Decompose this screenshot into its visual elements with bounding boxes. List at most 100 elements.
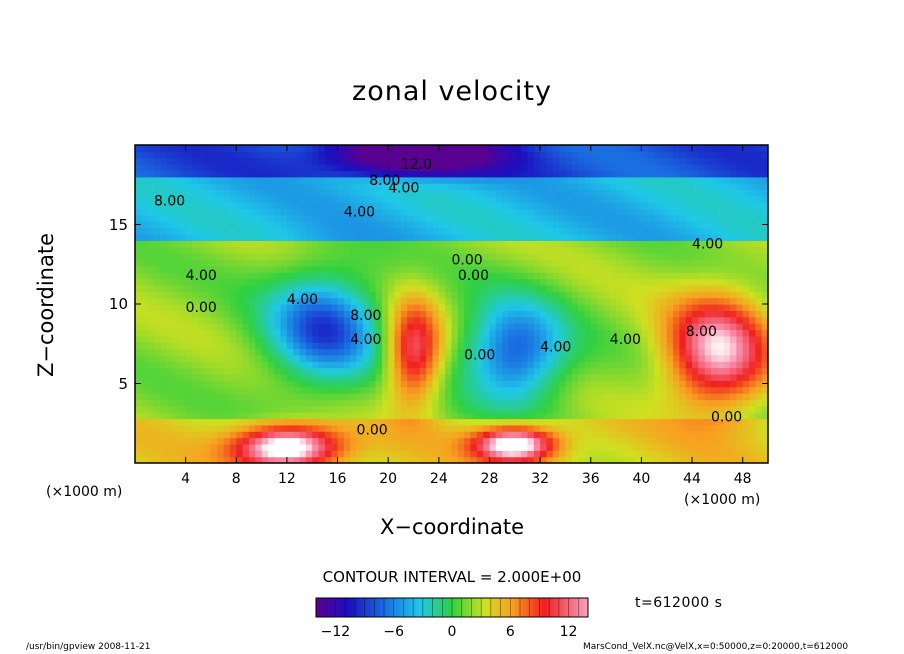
field-cell [527, 450, 535, 458]
field-cell [236, 297, 244, 305]
field-cell [711, 348, 718, 356]
field-cell [673, 443, 680, 451]
field-cell [565, 278, 573, 286]
field-cell [204, 304, 212, 311]
field-cell [660, 450, 668, 458]
field-cell [533, 348, 541, 356]
field-cell [248, 386, 256, 394]
field-cell [590, 157, 598, 165]
field-cell [603, 399, 611, 407]
field-cell [381, 145, 389, 152]
field-cell [654, 418, 661, 426]
field-cell [274, 234, 282, 241]
field-cell [375, 176, 383, 184]
field-cell [394, 253, 402, 261]
field-cell [502, 176, 510, 184]
field-cell [679, 157, 687, 165]
field-cell [704, 253, 712, 261]
field-cell [508, 246, 516, 254]
field-cell [514, 386, 522, 394]
field-cell [546, 246, 554, 254]
field-cell [717, 399, 725, 407]
field-cell [236, 393, 244, 400]
field-cell [590, 418, 598, 426]
field-cell [628, 189, 636, 197]
field-cell [356, 412, 364, 420]
field-cell [628, 418, 636, 426]
field-cell [641, 227, 649, 235]
field-cell [445, 272, 453, 280]
field-cell [527, 183, 535, 191]
field-cell [679, 399, 687, 407]
field-cell [622, 202, 630, 210]
field-cell [679, 304, 687, 311]
field-cell [489, 386, 497, 394]
field-cell [533, 170, 541, 178]
field-cell [622, 354, 630, 362]
field-cell [508, 348, 516, 356]
field-cell [337, 335, 345, 343]
field-cell [673, 265, 680, 273]
field-cell [350, 418, 358, 426]
field-cell [191, 424, 199, 432]
field-cell [514, 424, 522, 432]
field-cell [476, 405, 484, 413]
field-cell [641, 195, 649, 203]
field-cell [432, 437, 440, 445]
field-cell [141, 329, 149, 337]
field-cell [666, 151, 674, 159]
field-cell [191, 278, 199, 286]
field-cell [331, 227, 339, 235]
field-cell [375, 437, 383, 445]
field-cell [400, 354, 408, 362]
field-cell [616, 176, 624, 184]
field-cell [489, 170, 497, 178]
field-cell [540, 151, 548, 159]
field-cell [191, 234, 199, 241]
field-cell [609, 304, 617, 311]
field-cell [236, 246, 244, 254]
field-cell [160, 291, 168, 299]
field-cell [761, 393, 768, 400]
field-cell [419, 456, 427, 463]
field-cell [198, 176, 206, 184]
field-cell [704, 297, 712, 305]
field-cell [248, 329, 256, 337]
field-cell [711, 259, 718, 267]
field-cell [185, 329, 193, 337]
field-cell [432, 170, 440, 178]
field-cell [673, 202, 680, 210]
field-cell [255, 240, 263, 248]
field-cell [628, 170, 636, 178]
field-cell [286, 246, 294, 254]
field-cell [711, 151, 718, 159]
field-cell [717, 297, 725, 305]
field-cell [578, 405, 586, 413]
field-cell [229, 278, 237, 286]
field-cell [635, 183, 642, 191]
field-cell [546, 291, 554, 299]
field-cell [666, 456, 674, 463]
field-cell [476, 329, 484, 337]
field-cell [135, 227, 142, 235]
field-cell [603, 329, 611, 337]
field-cell [559, 151, 567, 159]
field-cell [223, 164, 231, 172]
field-cell [141, 323, 149, 331]
field-cell [749, 310, 756, 318]
field-cell [388, 164, 396, 172]
field-cell [755, 412, 763, 420]
field-cell [350, 157, 358, 165]
field-cell [400, 176, 408, 184]
field-cell [698, 183, 706, 191]
field-cell [622, 183, 630, 191]
field-cell [381, 176, 389, 184]
field-cell [147, 323, 155, 331]
field-cell [331, 214, 339, 222]
field-cell [299, 202, 307, 210]
field-cell [204, 399, 212, 407]
field-cell [191, 170, 199, 178]
field-cell [540, 176, 548, 184]
field-cell [540, 386, 548, 394]
field-cell [318, 431, 326, 439]
